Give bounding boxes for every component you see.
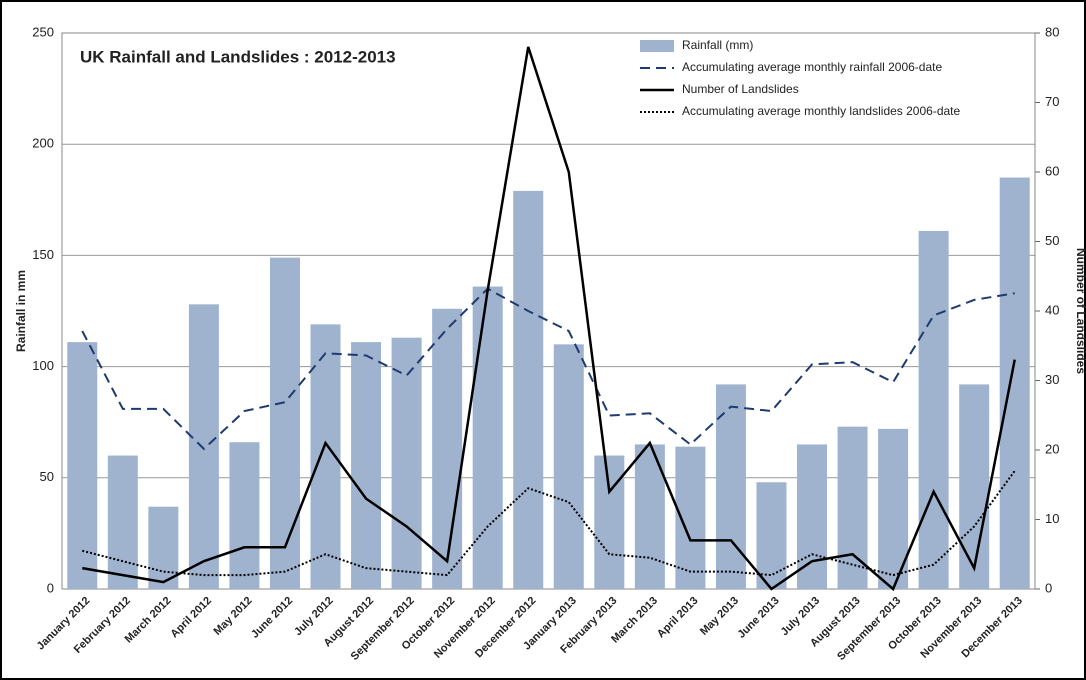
- y2-tick-label: 80: [1045, 24, 1059, 39]
- line: [82, 470, 1016, 577]
- y2-tick-label: 70: [1045, 94, 1059, 109]
- y2-tick-label: 0: [1045, 580, 1052, 595]
- bar: [148, 506, 179, 589]
- y-tick-label: 150: [32, 247, 54, 262]
- line: [81, 287, 1015, 451]
- bar: [269, 257, 300, 589]
- bar: [229, 442, 260, 589]
- y2-tick-label: 40: [1045, 302, 1059, 317]
- y-tick-label: 250: [32, 24, 54, 39]
- y2-axis-label: Number of Landslides: [1074, 248, 1086, 374]
- bar: [472, 286, 503, 589]
- y2-tick-label: 50: [1045, 233, 1059, 248]
- bar: [351, 342, 382, 589]
- y-tick-label: 100: [32, 358, 54, 373]
- bar: [756, 482, 787, 589]
- y-axis-label: Rainfall in mm: [14, 270, 28, 352]
- y-tick-label: 0: [47, 580, 54, 595]
- y2-tick-label: 60: [1045, 163, 1059, 178]
- bar: [959, 384, 990, 589]
- bar: [67, 342, 98, 589]
- bar: [391, 337, 422, 589]
- bar: [432, 308, 463, 589]
- y2-tick-label: 20: [1045, 441, 1059, 456]
- y2-tick-label: 10: [1045, 511, 1059, 526]
- bar: [918, 230, 949, 589]
- legend-label: Accumulating average monthly rainfall 20…: [682, 60, 942, 74]
- legend-swatch: [640, 40, 674, 52]
- bar: [594, 455, 625, 589]
- bar: [715, 384, 746, 589]
- y-tick-label: 200: [32, 136, 54, 151]
- legend-label: Rainfall (mm): [682, 38, 753, 52]
- bar: [513, 190, 544, 590]
- plot-border: [61, 32, 1036, 590]
- bar: [107, 455, 138, 589]
- bar: [188, 304, 219, 589]
- y-tick-label: 50: [40, 469, 54, 484]
- bar: [797, 444, 828, 589]
- line: [82, 46, 1016, 592]
- chart-title: UK Rainfall and Landslides : 2012-2013: [80, 47, 396, 66]
- bar: [999, 177, 1030, 589]
- legend-label: Number of Landslides: [682, 82, 799, 96]
- bar: [553, 344, 584, 589]
- legend-label: Accumulating average monthly landslides …: [682, 104, 960, 118]
- y2-tick-label: 30: [1045, 372, 1059, 387]
